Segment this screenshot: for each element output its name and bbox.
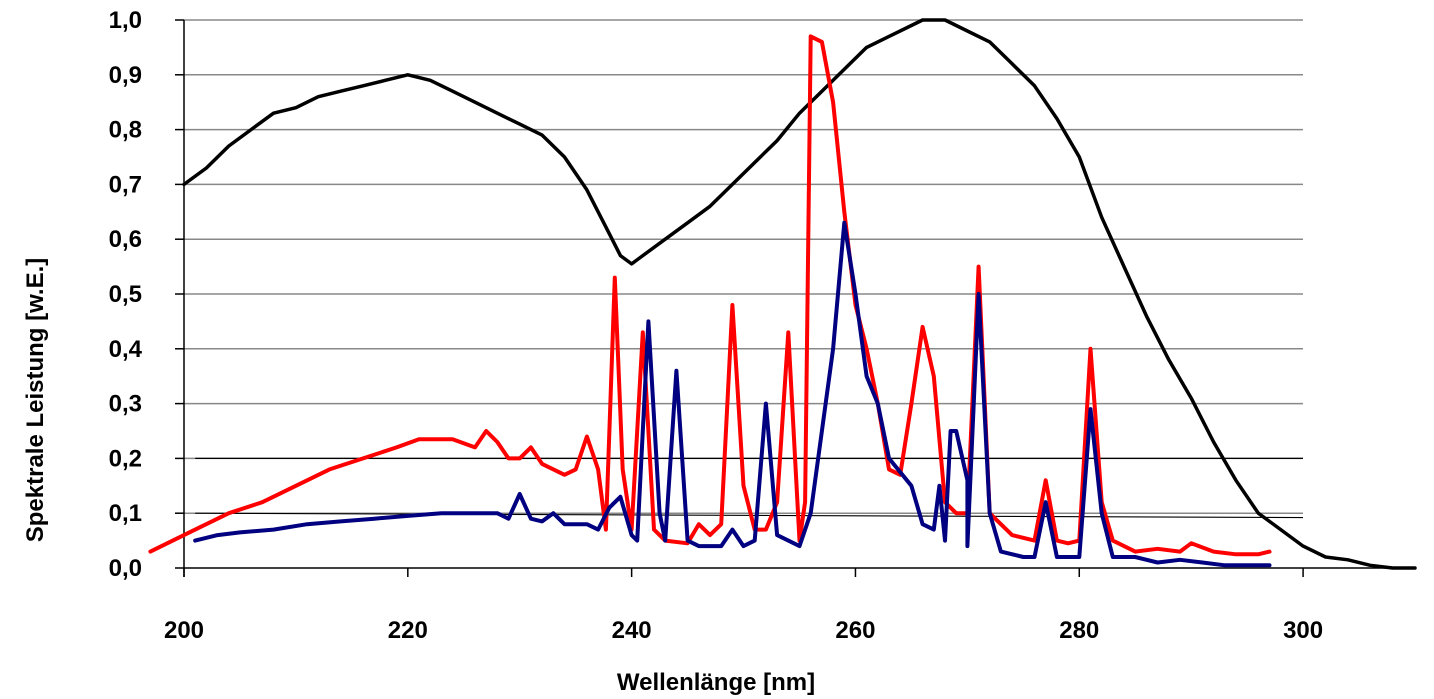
y-tick-label: 0,2 — [109, 445, 142, 472]
y-axis-title: Spektrale Leistung [w.E.] — [22, 258, 49, 543]
y-tick-label: 0,0 — [109, 555, 142, 582]
label-layer: 0,0 0,1 0,2 0,3 0,4 0,5 0,6 0,7 0,8 0,9 1,0 200 220 2… — [109, 7, 1323, 644]
y-tick-label: 1,0 — [109, 7, 142, 34]
x-tick-label: 280 — [1059, 617, 1099, 644]
x-tick-label: 240 — [612, 617, 652, 644]
y-tick-label: 0,4 — [109, 336, 143, 363]
x-axis-title: Wellenlänge [nm] — [617, 669, 815, 696]
x-tick-label: 260 — [835, 617, 875, 644]
blue-series-line — [193, 220, 1272, 568]
x-tick-label: 300 — [1283, 617, 1323, 644]
x-tick-label: 220 — [388, 617, 428, 644]
y-tick-label: 0,3 — [109, 391, 142, 418]
red-series-line — [148, 34, 1272, 557]
black-series-line — [182, 18, 1417, 570]
y-tick-label: 0,6 — [109, 226, 142, 253]
x-tick-label: 200 — [164, 617, 204, 644]
grid-layer — [184, 19, 1303, 514]
y-tick-label: 0,9 — [109, 62, 142, 89]
y-tick-label: 0,5 — [109, 281, 142, 308]
series-layer — [148, 18, 1417, 570]
axis-layer — [175, 19, 1415, 577]
y-tick-label: 0,1 — [109, 500, 142, 527]
y-tick-label: 0,8 — [109, 117, 142, 144]
y-tick-label: 0,7 — [109, 171, 142, 198]
